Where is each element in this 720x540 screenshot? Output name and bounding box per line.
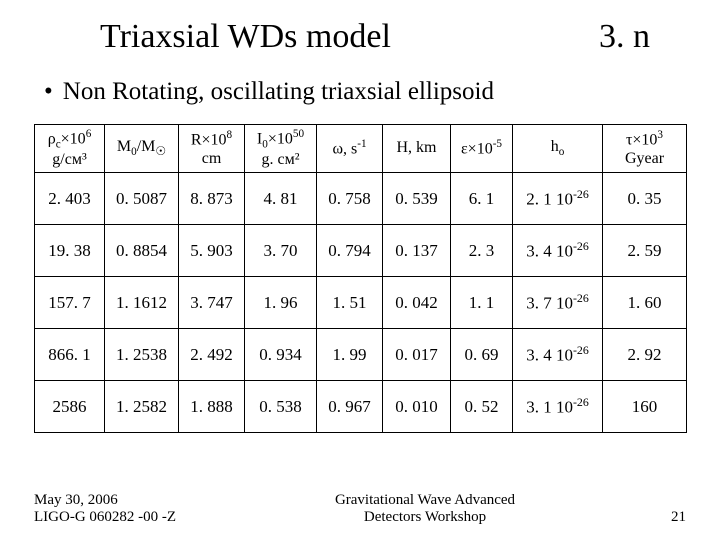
footer-left: May 30, 2006 LIGO-G 060282 -00 -Z xyxy=(34,492,224,526)
bullet-dot: • xyxy=(44,78,53,105)
cell: 0. 137 xyxy=(383,225,451,277)
col-header: τ×103Gyear xyxy=(603,125,687,173)
cell: 0. 042 xyxy=(383,277,451,329)
table-row: 157. 71. 16123. 7471. 961. 510. 0421. 13… xyxy=(35,277,687,329)
footer-center: Gravitational Wave Advanced Detectors Wo… xyxy=(224,492,626,526)
table-body: 2. 4030. 50878. 8734. 810. 7580. 5396. 1… xyxy=(35,173,687,433)
col-header: ho xyxy=(513,125,603,173)
cell: 3. 1 10-26 xyxy=(513,381,603,433)
footer-right: 21 xyxy=(626,509,686,526)
footer-id: LIGO-G 060282 -00 -Z xyxy=(34,509,176,525)
table-row: 19. 380. 88545. 9033. 700. 7940. 1372. 3… xyxy=(35,225,687,277)
col-header: H, km xyxy=(383,125,451,173)
cell: 0. 758 xyxy=(317,173,383,225)
footer-venue-2: Detectors Workshop xyxy=(364,509,486,525)
cell: 866. 1 xyxy=(35,329,105,381)
cell: 2586 xyxy=(35,381,105,433)
cell: 0. 5087 xyxy=(105,173,179,225)
cell: 1. 888 xyxy=(179,381,245,433)
cell: 157. 7 xyxy=(35,277,105,329)
col-header: ω, s-1 xyxy=(317,125,383,173)
page-number: 21 xyxy=(671,509,686,525)
cell: 1. 1612 xyxy=(105,277,179,329)
cell: 0. 52 xyxy=(451,381,513,433)
col-header: ρc×106g/см³ xyxy=(35,125,105,173)
cell: 2. 1 10-26 xyxy=(513,173,603,225)
title-left: Triaxsial WDs model xyxy=(100,18,391,56)
data-table: ρc×106g/см³ M0/M☉ R×108cm I0×1050g. см² … xyxy=(34,124,687,433)
cell: 0. 8854 xyxy=(105,225,179,277)
cell: 2. 92 xyxy=(603,329,687,381)
cell: 2. 3 xyxy=(451,225,513,277)
cell: 3. 747 xyxy=(179,277,245,329)
footer-venue-1: Gravitational Wave Advanced xyxy=(335,492,515,508)
cell: 4. 81 xyxy=(245,173,317,225)
cell: 0. 538 xyxy=(245,381,317,433)
col-header: R×108cm xyxy=(179,125,245,173)
bullet-text: Non Rotating, oscillating triaxsial elli… xyxy=(63,78,494,105)
title-row: Triaxsial WDs model 3. n xyxy=(0,0,720,56)
bullet-row: • Non Rotating, oscillating triaxsial ell… xyxy=(0,56,720,106)
cell: 0. 010 xyxy=(383,381,451,433)
header-row: ρc×106g/см³ M0/M☉ R×108cm I0×1050g. см² … xyxy=(35,125,687,173)
cell: 2. 492 xyxy=(179,329,245,381)
cell: 1. 2582 xyxy=(105,381,179,433)
title-right: 3. n xyxy=(599,18,650,56)
cell: 2. 59 xyxy=(603,225,687,277)
cell: 5. 903 xyxy=(179,225,245,277)
cell: 160 xyxy=(603,381,687,433)
footer: May 30, 2006 LIGO-G 060282 -00 -Z Gravit… xyxy=(34,492,686,526)
cell: 19. 38 xyxy=(35,225,105,277)
cell: 3. 70 xyxy=(245,225,317,277)
cell: 1. 96 xyxy=(245,277,317,329)
col-header: ε×10-5 xyxy=(451,125,513,173)
table-row: 866. 11. 25382. 4920. 9341. 990. 0170. 6… xyxy=(35,329,687,381)
cell: 0. 794 xyxy=(317,225,383,277)
cell: 0. 017 xyxy=(383,329,451,381)
cell: 1. 60 xyxy=(603,277,687,329)
cell: 0. 35 xyxy=(603,173,687,225)
cell: 3. 4 10-26 xyxy=(513,329,603,381)
cell: 2. 403 xyxy=(35,173,105,225)
footer-date: May 30, 2006 xyxy=(34,492,118,508)
cell: 6. 1 xyxy=(451,173,513,225)
cell: 8. 873 xyxy=(179,173,245,225)
cell: 0. 934 xyxy=(245,329,317,381)
col-header: M0/M☉ xyxy=(105,125,179,173)
cell: 3. 7 10-26 xyxy=(513,277,603,329)
cell: 1. 99 xyxy=(317,329,383,381)
table-row: 2. 4030. 50878. 8734. 810. 7580. 5396. 1… xyxy=(35,173,687,225)
cell: 1. 2538 xyxy=(105,329,179,381)
cell: 0. 69 xyxy=(451,329,513,381)
cell: 0. 539 xyxy=(383,173,451,225)
cell: 1. 51 xyxy=(317,277,383,329)
cell: 0. 967 xyxy=(317,381,383,433)
cell: 1. 1 xyxy=(451,277,513,329)
table-row: 25861. 25821. 8880. 5380. 9670. 0100. 52… xyxy=(35,381,687,433)
col-header: I0×1050g. см² xyxy=(245,125,317,173)
cell: 3. 4 10-26 xyxy=(513,225,603,277)
